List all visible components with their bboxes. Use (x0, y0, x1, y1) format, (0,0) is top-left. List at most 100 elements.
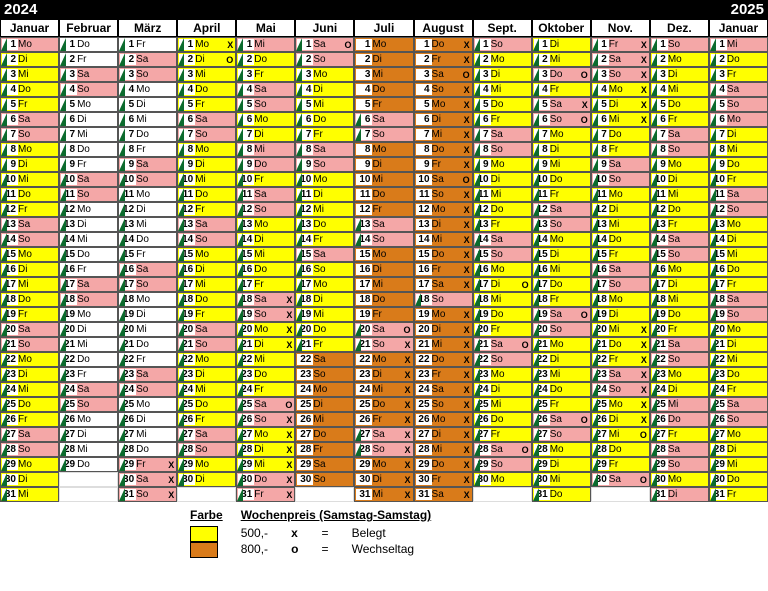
day-cell: 27Do (295, 427, 354, 442)
day-cell: 13Fr (650, 217, 709, 232)
day-cell: 28Do (118, 442, 177, 457)
day-cell: 13Mi (591, 217, 650, 232)
year-header: 20242025 (0, 0, 768, 19)
day-cell: 7So (0, 127, 59, 142)
day-cell: 7So (177, 127, 236, 142)
day-cell: 25Sa (709, 397, 768, 412)
day-cell: 18Mo (118, 292, 177, 307)
day-cell: 16Do (236, 262, 295, 277)
day-cell: 6Di (59, 112, 118, 127)
day-cell: 5Fr (177, 97, 236, 112)
day-cell: 12Do (650, 202, 709, 217)
month-header: Juli (354, 19, 413, 37)
day-cell: 8Mi (236, 142, 295, 157)
day-cell: 22Mo (0, 352, 59, 367)
day-cell: 12Mi (295, 202, 354, 217)
day-cell: 30DiX (354, 472, 413, 487)
day-cell: 18Fr (532, 292, 591, 307)
day-cell: 29So (650, 457, 709, 472)
day-cell: 11Fr (532, 187, 591, 202)
day-cell: 26MoX (414, 412, 473, 427)
day-cell: 6DiX (414, 112, 473, 127)
day-cell: 16Mo (650, 262, 709, 277)
day-cell: 8Do (59, 142, 118, 157)
day-cell: 2SaX (591, 52, 650, 67)
day-cell: 23FrX (414, 367, 473, 382)
day-cell: 5Do (650, 97, 709, 112)
legend-color-row (190, 542, 223, 558)
legend-swatch (190, 526, 218, 542)
day-cell: 21DoX (591, 337, 650, 352)
day-cell: 4MoX (591, 82, 650, 97)
day-cell: 20Do (295, 322, 354, 337)
day-cell: 1DoX (414, 37, 473, 52)
day-cell: 25Di (295, 397, 354, 412)
day-cell: 7Fr (295, 127, 354, 142)
day-cell: 15Do (59, 247, 118, 262)
day-cell: 11Sa (709, 187, 768, 202)
day-cell: 2Mo (473, 52, 532, 67)
day-cell: 25Mo (118, 397, 177, 412)
day-cell: 31MiX (354, 487, 413, 502)
day-cell: 18Mi (650, 292, 709, 307)
day-cell: 7So (354, 127, 413, 142)
day-cell: 23So (295, 367, 354, 382)
day-cell: 22FrX (591, 352, 650, 367)
day-cell: 11Do (0, 187, 59, 202)
day-cell: 23Di (0, 367, 59, 382)
day-cell: 8So (650, 142, 709, 157)
day-cell: 26Di (118, 412, 177, 427)
day-cell: 4Mi (650, 82, 709, 97)
day-cell: 28SaO (473, 442, 532, 457)
day-cell: 8Sa (295, 142, 354, 157)
day-cell: 28Sa (650, 442, 709, 457)
day-cell: 29Sa (295, 457, 354, 472)
day-cell: 7Mo (532, 127, 591, 142)
day-cell: 5Di (118, 97, 177, 112)
day-cell: 23Mi (532, 367, 591, 382)
legend-farbe-title: Farbe (190, 508, 223, 522)
day-cell: 5Fr (0, 97, 59, 112)
day-cell: 2Mo (650, 52, 709, 67)
day-cell: 1FrX (591, 37, 650, 52)
day-cell: 13Di (59, 217, 118, 232)
day-cell: 27MiO (591, 427, 650, 442)
day-cell: 2Di (354, 52, 413, 67)
day-cell: 22Di (532, 352, 591, 367)
day-cell: 2Do (236, 52, 295, 67)
day-cell: 27Mo (709, 427, 768, 442)
day-cell: 1Mi (236, 37, 295, 52)
day-cell: 10Sa (59, 172, 118, 187)
day-cell: 20MoX (236, 322, 295, 337)
day-cell: 9Di (354, 157, 413, 172)
day-cell: 11Mo (591, 187, 650, 202)
day-cell: 9Mi (532, 157, 591, 172)
day-cell: 26Fr (177, 412, 236, 427)
day-cell: 13DiX (414, 217, 473, 232)
day-cell: 8Di (532, 142, 591, 157)
day-cell: 20Sa (0, 322, 59, 337)
day-cell: 29So (473, 457, 532, 472)
day-cell: 8Mi (709, 142, 768, 157)
day-cell: 6Sa (0, 112, 59, 127)
day-cell: 18Do (177, 292, 236, 307)
day-cell: 27SaX (354, 427, 413, 442)
day-cell: 17Mi (177, 277, 236, 292)
day-cell: 1MoX (177, 37, 236, 52)
day-cell: 26Do (650, 412, 709, 427)
day-cell: 25Do (177, 397, 236, 412)
day-cell: 23DiX (354, 367, 413, 382)
day-cell: 16Mo (473, 262, 532, 277)
day-cell: 22Do (59, 352, 118, 367)
day-cell: 20Sa (177, 322, 236, 337)
day-cell: 12Fr (354, 202, 413, 217)
day-cell: 14So (354, 232, 413, 247)
day-cell: 4Do (177, 82, 236, 97)
day-cell: 24SoX (591, 382, 650, 397)
day-cell: 17Do (532, 277, 591, 292)
day-cell: 19So (709, 307, 768, 322)
day-cell: 16Sa (591, 262, 650, 277)
day-cell: 21SaO (473, 337, 532, 352)
day-cell: 14So (0, 232, 59, 247)
day-cell: 23Mo (473, 367, 532, 382)
